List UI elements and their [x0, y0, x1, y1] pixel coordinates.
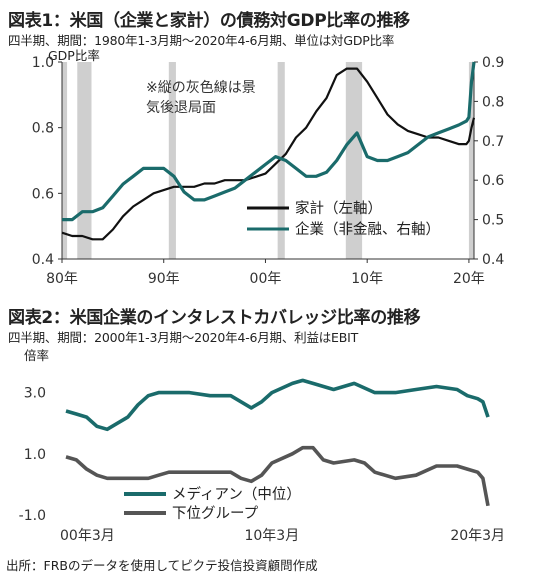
left-tick-label-1: 0.6 [32, 186, 54, 202]
chart2-subtitle: 四半期、期間：2000年1-3月期～2020年4-6月期、利益はEBIT [8, 330, 359, 345]
source-note: 出所：FRBのデータを使用してピクテ投信投資顧問作成 [6, 558, 318, 573]
recession-note-line-1: 気後退局面 [146, 100, 216, 116]
series-line-0 [65, 378, 490, 432]
right-tick-label-5: 0.9 [482, 55, 504, 71]
legend-label-1: 企業（非金融、右軸） [295, 220, 440, 238]
right-tick-label-0: 0.4 [482, 252, 504, 268]
x-tick-label-1: 10年3月 [244, 528, 299, 544]
y-tick-label-0: 3.0 [24, 386, 46, 402]
right-tick-label-2: 0.6 [482, 173, 504, 189]
recession-band-4 [345, 62, 363, 259]
legend-label-0: メディアン（中位） [172, 485, 301, 503]
legend-label-1: 下位グループ [172, 505, 259, 522]
x-tick-label-2: 20年3月 [450, 528, 505, 544]
y-tick-label-2: -1.0 [19, 508, 46, 524]
chart1-left-axis-unit: GDP比率 [48, 48, 100, 63]
left-tick-label-2: 0.8 [32, 121, 54, 137]
right-tick-label-1: 0.5 [482, 213, 504, 229]
right-tick-label-3: 0.7 [482, 134, 504, 150]
legend-label-0: 家計（左軸） [295, 200, 382, 217]
chart1-subtitle: 四半期、期間：1980年1-3月期～2020年4-6月期、単位は対GDP比率 [8, 33, 395, 48]
recession-note-line-0: ※縦の灰色線は景 [146, 79, 256, 96]
series-line-1 [65, 445, 490, 507]
recession-band-0 [62, 62, 68, 259]
y-tick-label-1: 1.0 [24, 447, 46, 463]
chart2-y-axis-unit: 倍率 [24, 348, 50, 363]
chart1-plot: 0.4 0.6 0.8 1.0 0.4 0.5 0.6 0.7 0.8 0.9 80年 90年 00年 1… [32, 55, 505, 287]
left-tick-label-3: 1.0 [32, 55, 54, 71]
chart2-title: 図表2：米国企業のインタレストカバレッジ比率の推移 [8, 308, 421, 328]
right-tick-label-4: 0.8 [482, 94, 504, 110]
x-tick-label-0: 80年 [46, 271, 78, 287]
chart1-title: 図表1：米国（企業と家計）の債務対GDP比率の推移 [8, 11, 410, 31]
recession-band-1 [77, 62, 92, 259]
recession-band-5 [468, 62, 474, 259]
recession-band-2 [168, 62, 176, 259]
x-tick-label-0: 00年3月 [60, 528, 115, 544]
x-tick-label-1: 90年 [148, 271, 180, 287]
x-tick-label-2: 00年 [250, 271, 282, 287]
series-line-1 [62, 61, 476, 222]
left-tick-label-0: 0.4 [32, 252, 54, 268]
x-tick-label-3: 10年 [351, 271, 383, 287]
x-tick-label-4: 20年 [453, 271, 485, 287]
recession-band-3 [277, 62, 285, 259]
